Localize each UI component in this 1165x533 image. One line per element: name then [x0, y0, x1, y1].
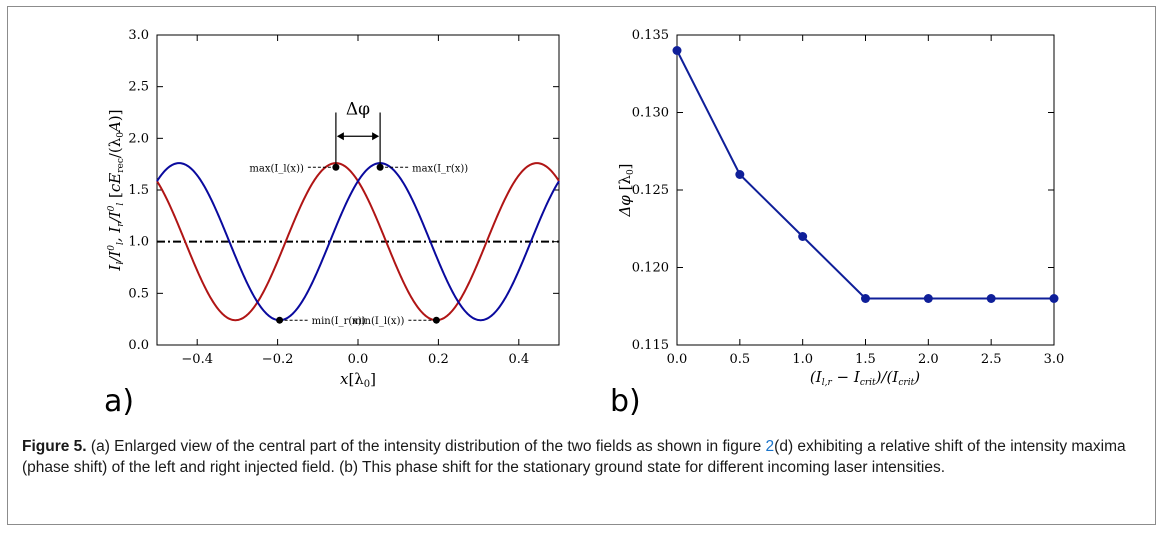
delta-phi-arrowhead-right [372, 132, 380, 141]
panel-a-chart: −0.4 −0.2 0.0 0.2 0.4 0.0 0.5 1.0 1.5 2.0 2.5 3.0 Δ… [104, 28, 560, 419]
panel-a-y-axis-label: Il/I0l, Ir/I0l [cErec/(λ0A)] [106, 109, 126, 271]
data-point [1049, 294, 1059, 303]
caption-text-1: (a) Enlarged view of the central part of… [86, 438, 766, 455]
x-tick-label: 0.4 [508, 352, 529, 367]
panel-b-y-axis-label: Δφ [λ0] [616, 163, 636, 217]
data-point [672, 46, 682, 55]
marker-point [432, 316, 440, 324]
marker-label: min(I_l(x)) [352, 316, 405, 327]
y-tick-label: 3.0 [128, 28, 149, 43]
marker-point [376, 163, 384, 171]
panel-b-ticks: 0.0 0.5 1.0 1.5 2.0 2.5 3.0 0.115 0.120 0.125 0.13… [632, 28, 1065, 367]
panel-a-plot-area [156, 34, 560, 346]
series-phase-shift-points [672, 46, 1059, 303]
x-tick-label: 1.5 [855, 352, 876, 367]
delta-phi-label: Δφ [346, 100, 370, 120]
y-tick-label: 0.135 [632, 28, 669, 43]
x-tick-label: 2.5 [981, 352, 1002, 367]
data-point [798, 232, 808, 241]
x-tick-label: 3.0 [1044, 352, 1065, 367]
data-point [986, 294, 996, 303]
panel-b-letter: b) [610, 384, 641, 419]
y-tick-label: 2.0 [128, 131, 149, 146]
y-tick-label: 1.0 [128, 235, 149, 250]
x-tick-label: 0.0 [667, 352, 688, 367]
panel-b-x-axis-label: (Il,r − Icrit)/(Icrit) [810, 368, 920, 388]
data-point [861, 294, 870, 303]
caption-text-2: (d) exhibiting a relative shift of the i… [22, 438, 1126, 476]
figure-frame [7, 6, 1156, 525]
y-tick-label: 2.5 [128, 80, 149, 95]
panel-a-x-axis-label: x[λ0] [340, 370, 376, 390]
marker-point [332, 163, 340, 171]
data-point [735, 170, 745, 179]
y-tick-label: 0.0 [128, 338, 149, 353]
y-tick-label: 0.115 [632, 338, 669, 353]
y-tick-label: 0.130 [632, 106, 669, 121]
data-point [923, 294, 933, 303]
x-tick-label: 2.0 [918, 352, 939, 367]
panel-a-annotations: Δφ max(I_l(x)) max(I_r(x)) min(I_r(x))min(I… [249, 100, 468, 328]
delta-phi-arrowhead-left [336, 132, 344, 141]
y-tick-label: 1.5 [128, 183, 149, 198]
caption-figure-label: Figure 5. [22, 438, 87, 455]
series-phase-shift-line [676, 50, 1054, 300]
x-tick-label: −0.2 [262, 352, 294, 367]
figure-caption: Figure 5. (a) Enlarged view of the centr… [22, 436, 1142, 478]
y-tick-label: 0.5 [128, 286, 149, 301]
y-tick-label: 0.120 [632, 261, 669, 276]
panel-b-chart: 0.0 0.5 1.0 1.5 2.0 2.5 3.0 0.115 0.120 0.125 0.13… [610, 28, 1064, 419]
x-tick-label: −0.4 [181, 352, 213, 367]
marker-label: max(I_r(x)) [412, 163, 468, 174]
panel-a-ticks: −0.4 −0.2 0.0 0.2 0.4 0.0 0.5 1.0 1.5 2.0 2.5 3.0 [128, 28, 559, 367]
x-tick-label: 0.5 [729, 352, 750, 367]
marker-point [276, 316, 284, 324]
x-tick-label: 1.0 [792, 352, 813, 367]
panel-a-letter: a) [104, 384, 134, 419]
x-tick-label: 0.2 [428, 352, 449, 367]
series-right-field-line [156, 162, 560, 322]
marker-label: max(I_l(x)) [249, 163, 304, 174]
marker-label: min(I_r(x)) [312, 316, 366, 327]
y-tick-label: 0.125 [632, 183, 669, 198]
x-tick-label: 0.0 [348, 352, 369, 367]
caption-figure-link[interactable]: 2 [765, 438, 775, 455]
